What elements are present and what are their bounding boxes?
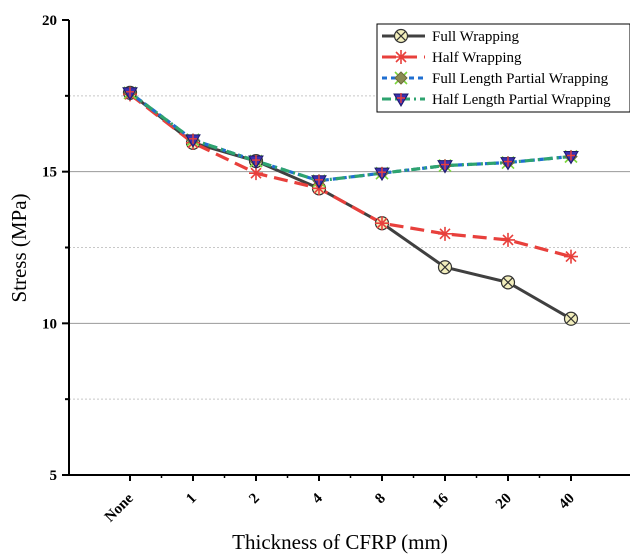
data-point-marker — [375, 216, 389, 231]
data-point-marker — [122, 86, 138, 101]
series-line — [129, 91, 572, 321]
y-tick-label: 15 — [42, 165, 57, 181]
x-axis-title: Thickness of CFRP (mm) — [232, 530, 448, 554]
data-point-marker — [437, 159, 453, 174]
legend-label: Full Wrapping — [432, 29, 520, 45]
legend: Full Wrapping Half Wrapping Full Length Pa… — [376, 23, 630, 113]
series-markers — [122, 85, 579, 326]
data-point-marker — [500, 156, 516, 171]
legend-label: Half Length Partial Wrapping — [432, 92, 611, 108]
legend-marker — [394, 71, 408, 85]
legend-label: Half Wrapping — [432, 50, 522, 66]
data-point-marker — [564, 249, 578, 264]
legend-box — [376, 23, 630, 113]
legend-marker — [393, 93, 409, 107]
series-line — [129, 91, 572, 183]
x-tick-label: 8 — [372, 491, 389, 508]
data-point-marker — [438, 226, 452, 241]
y-tick-label: 5 — [50, 468, 58, 484]
x-tick-label: 4 — [309, 490, 326, 507]
x-tick-label: None — [102, 490, 137, 525]
x-tick-label: 16 — [430, 490, 452, 512]
data-point-marker — [563, 150, 579, 165]
y-axis-title: Stress (MPa) — [7, 193, 31, 302]
data-point-marker — [185, 133, 201, 148]
y-tick-label: 10 — [42, 316, 57, 332]
grid-lines — [69, 95, 630, 400]
legend-marker — [394, 50, 408, 64]
data-point-marker — [501, 232, 515, 247]
data-point-marker — [563, 311, 579, 326]
axes — [62, 19, 630, 481]
data-point-marker — [374, 167, 390, 182]
legend-marker — [393, 28, 409, 44]
data-point-marker — [437, 260, 453, 275]
data-point-marker — [248, 155, 264, 170]
series-lines — [129, 91, 572, 321]
x-tick-label: 40 — [556, 491, 578, 513]
x-tick-label: 2 — [246, 491, 263, 508]
x-tick-label: 1 — [183, 491, 200, 508]
x-tick-label: 20 — [493, 491, 515, 513]
series-line — [129, 93, 572, 259]
data-point-marker — [500, 275, 516, 290]
legend-label: Full Length Partial Wrapping — [432, 71, 609, 87]
y-tick-label: 20 — [42, 13, 57, 29]
series-line — [129, 91, 572, 183]
data-point-marker — [311, 174, 327, 189]
data-point-marker — [249, 166, 263, 181]
